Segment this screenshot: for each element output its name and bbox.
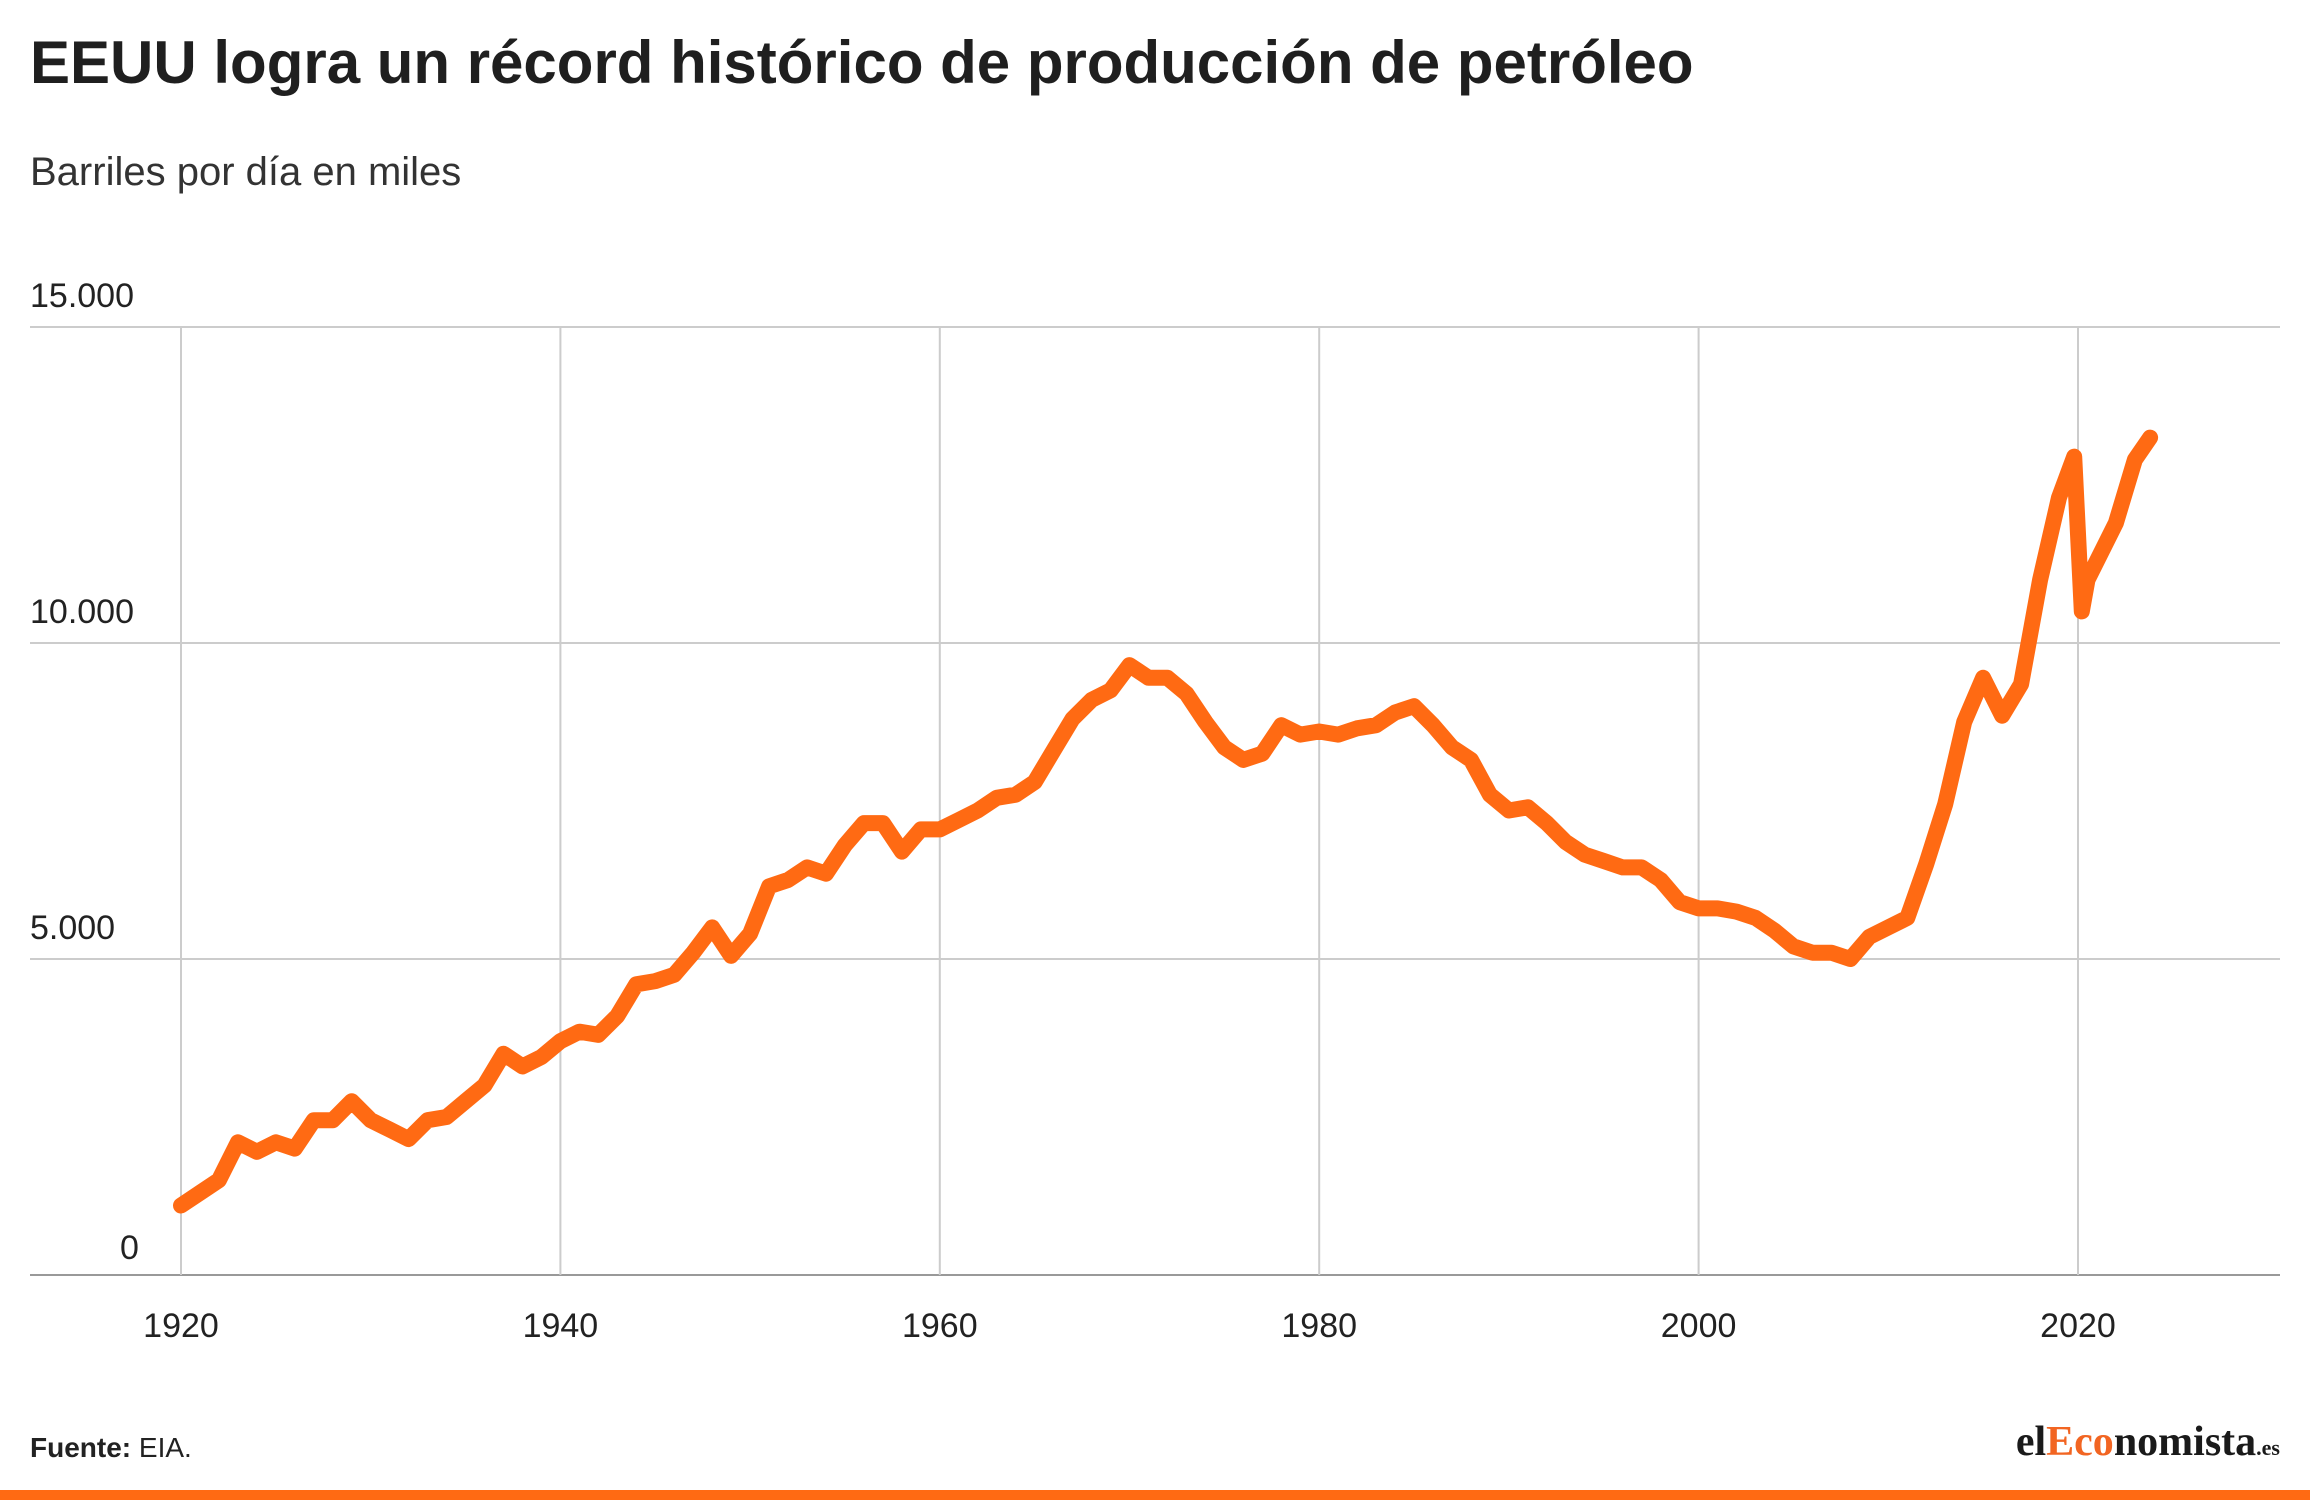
- logo-part-nomista: nomista: [2113, 1419, 2257, 1465]
- chart-subtitle: Barriles por día en miles: [30, 150, 462, 194]
- x-tick-label-2000: 2000: [1661, 1307, 1737, 1345]
- y-tick-label-5000: 5.000: [30, 909, 115, 947]
- source-label: Fuente:: [30, 1432, 132, 1463]
- logo-part-eco: Eco: [2046, 1419, 2114, 1465]
- grid-lines: [30, 326, 2280, 1276]
- series-line-production: [173, 429, 2159, 1214]
- y-tick-label-10000: 10.000: [30, 593, 134, 631]
- source-note: Fuente: EIA.: [30, 1432, 192, 1464]
- x-tick-label-1960: 1960: [902, 1307, 978, 1345]
- x-tick-label-1920: 1920: [143, 1307, 219, 1345]
- source-value: EIA.: [138, 1432, 192, 1463]
- logo-part-es: .es: [2256, 1435, 2280, 1460]
- brand-logo: elEconomista.es: [2016, 1418, 2280, 1466]
- chart-title: EEUU logra un récord histórico de produc…: [30, 29, 1694, 96]
- x-tick-label-1980: 1980: [1281, 1307, 1357, 1345]
- x-tick-label-2020: 2020: [2040, 1307, 2116, 1345]
- y-axis-ticks: 0 5.000 10.000 15.000: [30, 277, 139, 1267]
- y-tick-label-15000: 15.000: [30, 277, 134, 315]
- x-tick-label-1940: 1940: [523, 1307, 599, 1345]
- logo-part-el: el: [2015, 1419, 2047, 1465]
- x-axis-ticks: 1920 1940 1960 1980 2000 2020: [143, 1307, 2116, 1345]
- bottom-accent-bar: [0, 1490, 2310, 1500]
- y-tick-label-0: 0: [120, 1229, 139, 1267]
